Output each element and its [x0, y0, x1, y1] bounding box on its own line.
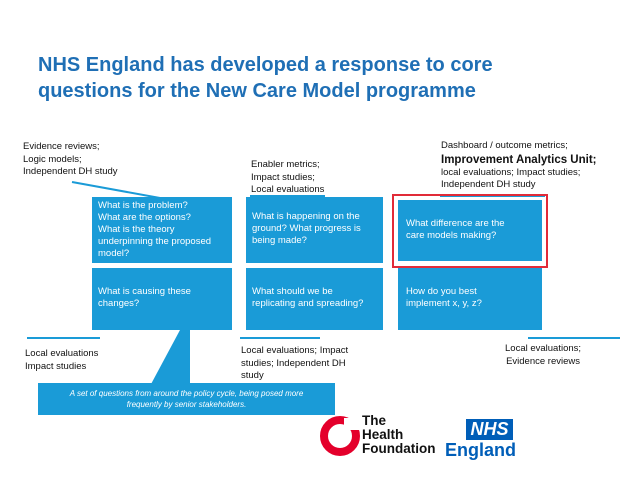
- label-line: Enabler metrics;: [251, 159, 320, 170]
- box-causes: What is causing these changes?: [92, 268, 232, 330]
- box-implement: How do you best implement x, y, z?: [398, 268, 542, 330]
- label-top-right: Dashboard / outcome metrics; Improvement…: [441, 140, 597, 192]
- label-bottom-mid: Local evaluations; Impact studies; Indep…: [241, 345, 348, 383]
- box-difference: What difference are the care models maki…: [398, 200, 542, 261]
- label-line: Evidence reviews: [506, 355, 580, 367]
- label-line: Local evaluations: [251, 184, 325, 195]
- label-line: Impact studies: [25, 360, 87, 372]
- logo-text-line: Health: [362, 427, 404, 442]
- nhs-logo-text: NHS: [470, 419, 509, 439]
- box-line: What is the problem?: [98, 200, 188, 211]
- title-line-2: questions for the New Care Model program…: [38, 80, 476, 102]
- improvement-analytics-unit: Improvement Analytics Unit: [441, 153, 593, 166]
- nhs-logo: NHS: [466, 419, 513, 440]
- label-line: Local evaluations: [25, 348, 99, 359]
- label-line: Logic models;: [23, 153, 82, 165]
- box-line: implement x, y, z?: [406, 298, 482, 309]
- label-line: Dashboard / outcome metrics;: [441, 140, 568, 151]
- label-bottom-left: Local evaluations Impact studies: [25, 348, 98, 373]
- box-line: What are the options?: [98, 212, 191, 223]
- box-line: changes?: [98, 298, 140, 309]
- title-line-1: NHS England has developed a response to …: [38, 54, 493, 76]
- label-punctuation: ;: [592, 153, 597, 166]
- label-bottom-right: Local evaluations; Evidence reviews: [505, 343, 581, 368]
- box-progress: What is happening on the ground? What pr…: [246, 197, 383, 263]
- slide-title: NHS England has developed a response to …: [38, 52, 578, 104]
- box-line: care models making?: [406, 230, 497, 241]
- label-line: Local evaluations; Impact: [241, 345, 349, 356]
- label-line: studies; Independent DH: [241, 357, 346, 369]
- callout-line: A set of questions from around the polic…: [69, 389, 304, 398]
- label-line: study: [241, 370, 264, 381]
- box-line: What difference are the: [406, 218, 505, 229]
- box-line: How do you best: [406, 286, 477, 297]
- box-line: What is causing these: [98, 286, 191, 297]
- callout-line: frequently by senior stakeholders.: [126, 400, 247, 409]
- highlight-frame: [392, 194, 548, 268]
- box-spreading: What should we be replicating and spread…: [246, 268, 383, 330]
- box-line: replicating and spreading?: [252, 298, 364, 309]
- label-line: Independent DH study: [23, 166, 118, 177]
- box-line: ground? What progress is: [252, 223, 361, 234]
- callout-pointer: [150, 330, 190, 386]
- label-line: Impact studies;: [251, 171, 315, 183]
- box-line: being made?: [252, 235, 307, 246]
- label-line: local evaluations; Impact studies;: [441, 166, 581, 178]
- box-line: What should we be: [252, 286, 333, 297]
- label-line: Independent DH study: [441, 179, 536, 190]
- box-line: What is the theory: [98, 224, 175, 235]
- box-problem: What is the problem? What are the option…: [92, 197, 232, 263]
- connector-line: [71, 181, 161, 199]
- label-line: Local evaluations;: [505, 343, 582, 354]
- logo-text-line: The: [362, 413, 387, 428]
- logo-text-line: Foundation: [362, 441, 436, 456]
- box-line: underpinning the proposed: [98, 236, 212, 247]
- health-foundation-logo-text: The Health Foundation: [362, 414, 435, 456]
- england-logo-text: England: [445, 440, 516, 460]
- label-line: Evidence reviews;: [23, 141, 100, 152]
- health-foundation-logo-mark: [320, 416, 362, 456]
- callout-box: A set of questions from around the polic…: [38, 383, 335, 415]
- box-line: model?: [98, 248, 130, 259]
- label-top-left: Evidence reviews; Logic models; Independ…: [23, 141, 118, 179]
- label-top-mid: Enabler metrics; Impact studies; Local e…: [251, 159, 324, 197]
- box-line: What is happening on the: [252, 211, 360, 222]
- label-line-bold: Improvement Analytics Unit;: [441, 153, 597, 167]
